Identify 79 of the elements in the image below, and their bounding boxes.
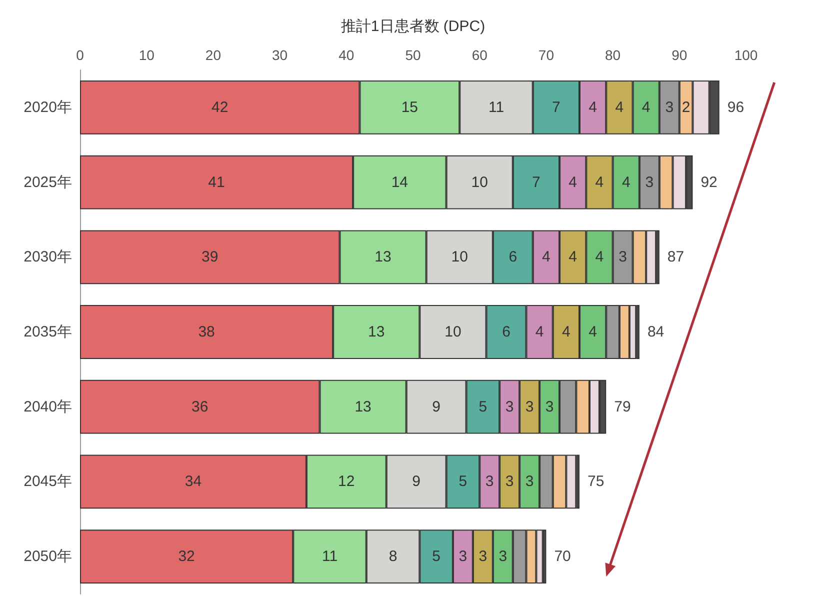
- x-axis-title: 推計1日患者数 (DPC): [340, 18, 486, 35]
- data-label: 4: [568, 174, 578, 191]
- total-label: 96: [727, 98, 744, 116]
- data-label: 3: [665, 98, 674, 116]
- data-label: 3: [618, 248, 627, 266]
- data-label: 4: [642, 98, 650, 116]
- data-label: 3: [485, 473, 494, 490]
- data-label: 4: [562, 324, 570, 340]
- data-label: 4: [622, 174, 630, 191]
- data-label: 6: [502, 324, 510, 340]
- data-label: 7: [532, 174, 540, 191]
- data-label: 5: [458, 473, 468, 490]
- data-label: 9: [412, 473, 420, 490]
- data-label: 2: [682, 98, 690, 116]
- y-tick-label: 2045年: [24, 473, 72, 490]
- data-label: 14: [391, 174, 408, 191]
- x-tick-label: 40: [338, 47, 354, 63]
- data-label: 5: [432, 548, 440, 566]
- x-tick-label: 100: [734, 47, 758, 63]
- data-label: 4: [595, 174, 604, 191]
- y-tick-label: 2025年: [24, 174, 72, 191]
- total-label: 75: [588, 473, 604, 490]
- data-label: 3: [525, 398, 534, 416]
- x-tick-label: 10: [138, 47, 155, 63]
- data-label: 39: [202, 248, 218, 266]
- data-label: 34: [184, 473, 202, 490]
- total-label: 70: [554, 548, 571, 566]
- data-label: 5: [478, 398, 488, 416]
- data-label: 3: [498, 548, 508, 566]
- total-label: 87: [667, 248, 684, 266]
- data-label: 13: [374, 248, 392, 266]
- data-label: 3: [505, 398, 514, 416]
- y-tick-label: 2020年: [24, 98, 72, 116]
- data-label: 10: [444, 324, 462, 340]
- data-label: 3: [645, 174, 654, 191]
- total-label: 79: [614, 398, 631, 416]
- x-tick-label: 30: [272, 47, 288, 63]
- x-tick-label: 80: [605, 47, 621, 63]
- data-label: 3: [505, 473, 514, 490]
- x-tick-label: 20: [205, 47, 222, 63]
- data-label: 3: [545, 398, 554, 416]
- data-label: 4: [588, 98, 597, 116]
- y-tick-label: 2035年: [24, 324, 72, 340]
- data-label: 36: [192, 398, 208, 416]
- data-label: 4: [542, 248, 550, 266]
- total-label: 84: [647, 324, 664, 340]
- data-label: 8: [388, 548, 398, 566]
- data-label: 4: [568, 248, 578, 266]
- data-label: 6: [508, 248, 518, 266]
- x-tick-label: 90: [672, 47, 688, 63]
- x-tick-label: 0: [76, 47, 84, 63]
- data-label: 3: [478, 548, 488, 566]
- data-label: 11: [322, 548, 338, 566]
- data-label: 4: [615, 98, 624, 116]
- y-tick-label: 2050年: [24, 548, 72, 566]
- data-label: 42: [212, 98, 228, 116]
- data-label: 7: [552, 98, 560, 116]
- x-tick-label: 50: [405, 47, 421, 63]
- x-tick-label: 70: [538, 47, 554, 63]
- x-tick-label: 60: [472, 47, 488, 63]
- data-label: 38: [198, 324, 215, 340]
- data-label: 13: [354, 398, 372, 416]
- data-label: 13: [368, 324, 385, 340]
- data-label: 3: [458, 548, 468, 566]
- data-label: 4: [595, 248, 604, 266]
- data-label: 4: [588, 324, 597, 340]
- data-label: 4: [535, 324, 544, 340]
- data-label: 10: [471, 174, 488, 191]
- data-label: 3: [525, 473, 534, 490]
- data-label: 10: [451, 248, 468, 266]
- data-label: 9: [432, 398, 440, 416]
- data-label: 32: [178, 548, 195, 566]
- data-label: 11: [488, 98, 504, 116]
- total-label: 92: [700, 174, 718, 191]
- y-tick-label: 2030年: [24, 248, 72, 266]
- y-tick-label: 2040年: [24, 398, 72, 416]
- data-label: 41: [208, 174, 225, 191]
- data-label: 15: [401, 98, 418, 116]
- data-label: 12: [338, 473, 355, 490]
